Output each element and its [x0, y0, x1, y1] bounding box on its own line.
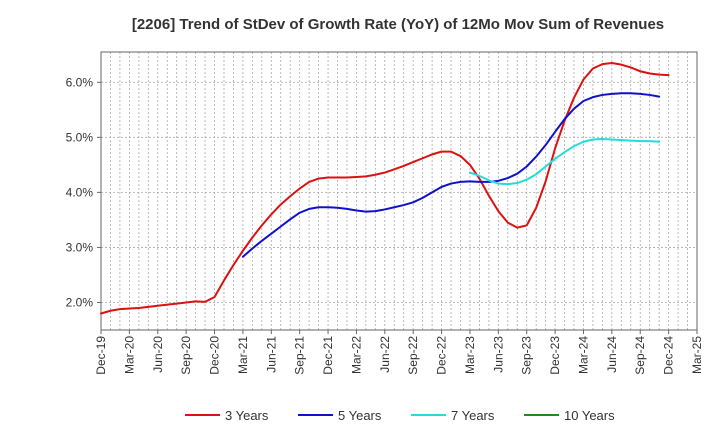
x-tick-label: Jun-24	[605, 336, 619, 373]
x-tick-label: Mar-21	[236, 336, 250, 374]
y-tick-label: 2.0%	[66, 295, 94, 309]
x-tick-label: Jun-23	[491, 336, 505, 373]
x-tick-label: Dec-22	[435, 336, 449, 375]
x-tick-label: Mar-23	[463, 336, 477, 374]
gridlines	[101, 52, 697, 330]
x-tick-label: Sep-22	[406, 336, 420, 375]
series-line-7-years	[468, 137, 661, 186]
x-tick-label: Sep-21	[293, 336, 307, 375]
y-tick-label: 6.0%	[66, 75, 94, 89]
x-tick-label: Jun-22	[378, 336, 392, 373]
y-tick-label: 4.0%	[66, 185, 94, 199]
x-tick-label: Mar-25	[690, 336, 704, 374]
x-tick-label: Mar-22	[349, 336, 363, 374]
x-tick-label: Sep-23	[520, 336, 534, 375]
series-lines	[100, 62, 670, 315]
x-tick-label: Sep-20	[179, 336, 193, 375]
x-tick-label: Dec-23	[548, 336, 562, 375]
x-tick-label: Jun-20	[151, 336, 165, 373]
x-tick-label: Dec-20	[208, 336, 222, 375]
y-tick-label: 3.0%	[66, 240, 94, 254]
chart-title: [2206] Trend of StDev of Growth Rate (Yo…	[132, 16, 664, 33]
series-line-3-years	[100, 62, 670, 315]
series-line-5-years	[241, 92, 661, 258]
legend-label: 3 Years	[225, 408, 269, 423]
x-tick-label: Jun-21	[264, 336, 278, 373]
y-axis: 2.0% 3.0% 4.0% 5.0% 6.0%	[66, 75, 101, 309]
plot-frame	[100, 51, 698, 331]
y-tick-label: 5.0%	[66, 130, 94, 144]
legend-label: 5 Years	[338, 408, 382, 423]
x-axis: Dec-19 Mar-20 Jun-20 Sep-20 Dec-20 Mar-21 Jun-…	[94, 330, 704, 375]
x-tick-label: Dec-21	[321, 336, 335, 375]
legend-label: 10 Years	[564, 408, 615, 423]
legend: 3 Years 5 Years 7 Years 10 Years	[185, 408, 615, 423]
legend-label: 7 Years	[451, 408, 495, 423]
x-tick-label: Sep-24	[633, 336, 647, 375]
x-tick-label: Dec-19	[94, 336, 108, 375]
x-tick-label: Mar-24	[576, 336, 590, 374]
x-tick-label: Dec-24	[662, 336, 676, 375]
x-tick-label: Mar-20	[122, 336, 136, 374]
